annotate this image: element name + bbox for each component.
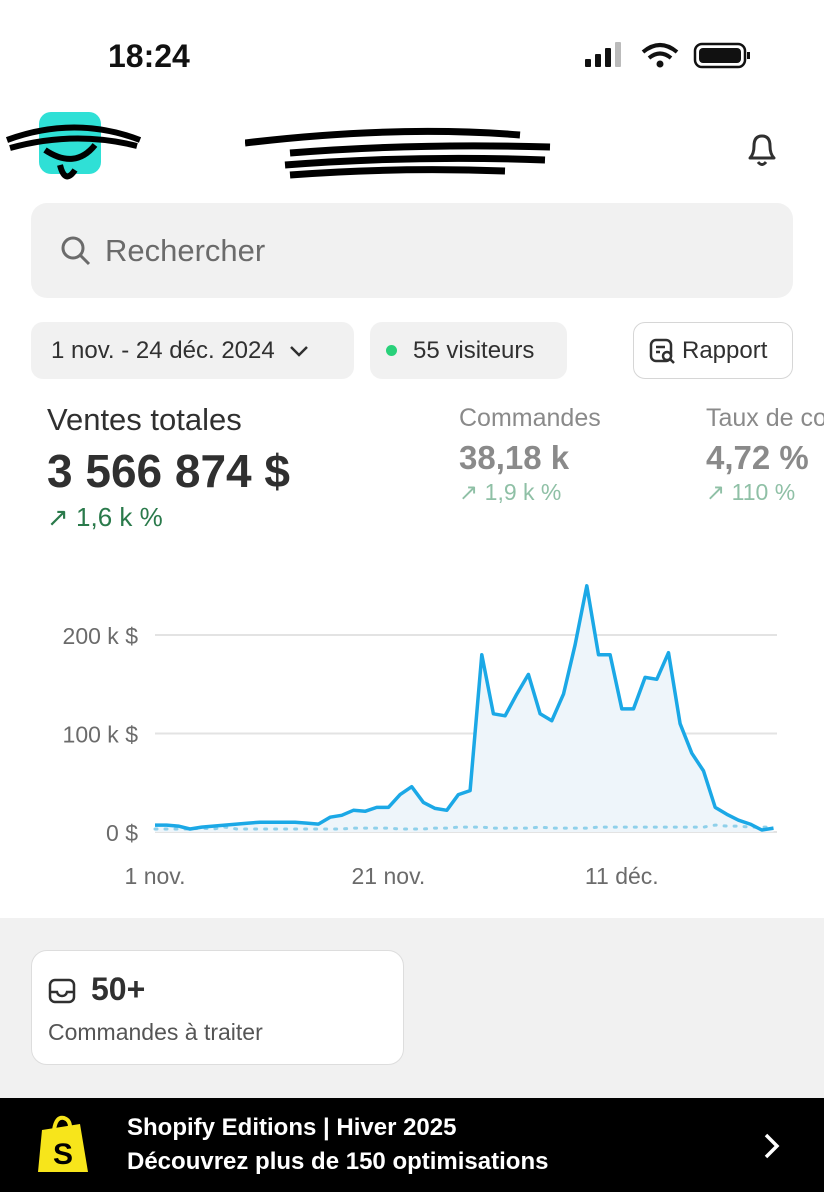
store-name-redacted (244, 125, 555, 180)
sales-chart[interactable]: 0 $ 100 k $ 200 k $ 1 nov. 21 nov. 11 déc. (0, 570, 824, 900)
visitors-label: 55 visiteurs (413, 336, 535, 364)
metric-value: 4,72 % (706, 439, 809, 476)
metric-label: Taux de co (706, 404, 824, 432)
svg-text:S: S (53, 1138, 73, 1171)
metric-orders[interactable]: Commandes 38,18 k ↗ 1,9 k % (459, 404, 601, 506)
store-logo[interactable] (5, 110, 145, 190)
status-icons (585, 42, 755, 70)
shopify-bag-logo: S (38, 1115, 88, 1172)
orders-label: Commandes à traiter (48, 1019, 263, 1045)
status-time: 18:24 (108, 38, 190, 74)
inbox-icon (48, 978, 76, 1004)
orders-to-process-card[interactable]: 50+ Commandes à traiter (31, 950, 404, 1065)
orders-count: 50+ (91, 971, 146, 1007)
x-tick-label: 11 déc. (585, 863, 659, 889)
arrow-up-right-icon: ↗ (47, 502, 69, 532)
metric-value: 3 566 874 $ (47, 445, 291, 497)
report-icon (649, 338, 675, 364)
date-range-label: 1 nov. - 24 déc. 2024 (51, 336, 275, 364)
date-range-button[interactable]: 1 nov. - 24 déc. 2024 (31, 322, 354, 379)
shopify-editions-banner[interactable]: S Shopify Editions | Hiver 2025 Découvre… (0, 1098, 824, 1192)
y-tick-label: 100 k $ (63, 722, 139, 748)
metric-delta: ↗ 1,6 k % (47, 502, 290, 533)
metric-label: Commandes (459, 404, 601, 432)
search-icon (61, 236, 91, 265)
series-area (155, 585, 774, 832)
metric-total-sales[interactable]: Ventes totales 3 566 874 $ ↗ 1,6 k % (47, 402, 290, 533)
report-button[interactable]: Rapport (633, 322, 793, 379)
comparison-series-line (153, 823, 775, 831)
search-input[interactable]: Rechercher (31, 203, 793, 298)
arrow-up-right-icon: ↗ (706, 479, 726, 505)
delta-value: 1,9 k % (484, 479, 562, 505)
metric-conversion[interactable]: Taux de co 4,72 % ↗ 110 % (706, 404, 824, 506)
metric-delta: ↗ 110 % (706, 479, 824, 506)
metric-value: 38,18 k (459, 439, 570, 476)
x-tick-label: 1 nov. (125, 863, 186, 889)
banner-subtitle: Découvrez plus de 150 optimisations (127, 1148, 549, 1175)
chevron-down-icon (289, 345, 308, 357)
x-tick-label: 21 nov. (352, 863, 426, 889)
live-dot-icon (386, 345, 397, 356)
arrow-up-right-icon: ↗ (459, 479, 479, 505)
search-placeholder: Rechercher (105, 232, 266, 268)
signal-wifi-battery-icon (585, 42, 750, 69)
sales-series-line (155, 584, 774, 832)
chevron-right-icon (764, 1133, 780, 1159)
delta-value: 1,6 k % (76, 502, 163, 532)
y-tick-label: 0 $ (106, 820, 138, 846)
store-avatar-redacted (5, 112, 142, 180)
delta-value: 110 % (731, 479, 796, 505)
visitors-button[interactable]: 55 visiteurs (370, 322, 567, 379)
metric-delta: ↗ 1,9 k % (459, 479, 601, 506)
report-label: Rapport (682, 336, 768, 364)
bell-icon[interactable] (742, 130, 782, 175)
y-tick-label: 200 k $ (63, 623, 139, 649)
metric-label: Ventes totales (47, 402, 242, 437)
banner-title: Shopify Editions | Hiver 2025 (127, 1114, 457, 1141)
